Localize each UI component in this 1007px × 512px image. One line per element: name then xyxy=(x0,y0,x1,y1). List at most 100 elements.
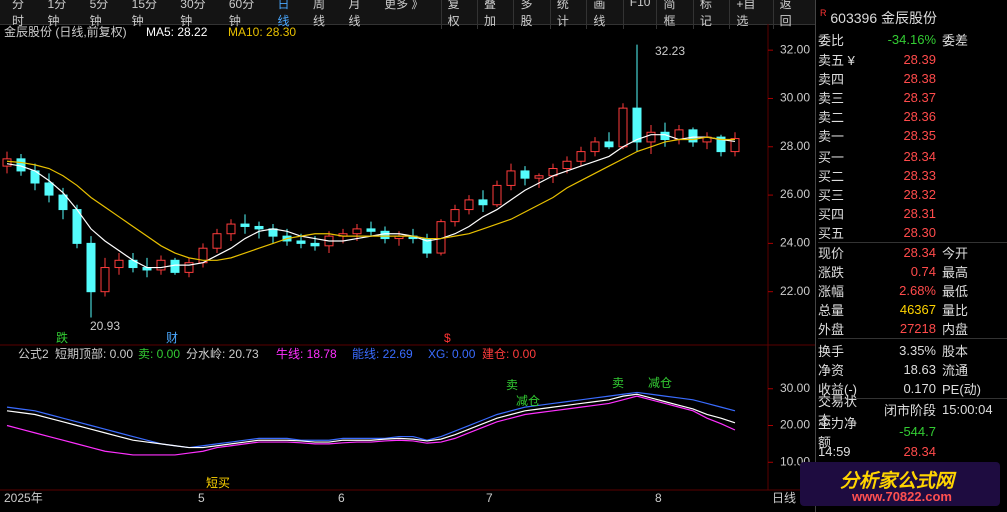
annotation: 财 xyxy=(166,331,178,345)
series-line xyxy=(6,393,736,449)
candle-body xyxy=(86,242,96,293)
tab[interactable]: 5分钟 xyxy=(89,0,109,28)
x-tick-label: 7 xyxy=(486,491,493,505)
tool-button[interactable]: F10 xyxy=(622,0,657,29)
tab[interactable]: 周线 xyxy=(313,0,326,28)
tool-button[interactable]: 复权 xyxy=(440,0,477,29)
code: 603396 金辰股份 xyxy=(830,10,937,26)
x-tick-label: 6 xyxy=(338,491,345,505)
wm-url: www.70822.com xyxy=(852,489,952,504)
label: 净资 xyxy=(818,363,845,378)
value: 28.34 xyxy=(903,149,936,164)
quote-row: 净资 18.63 流通 xyxy=(818,360,1007,379)
tab[interactable]: 分时 xyxy=(12,0,25,28)
legend-entry: 能线: 22.69 xyxy=(352,347,413,361)
y-tick-label: 30.00 xyxy=(780,381,810,395)
label: 最低 xyxy=(942,284,969,299)
value: 28.32 xyxy=(903,187,936,202)
tab[interactable]: 更多 》 xyxy=(384,0,424,11)
quote-row: 买三 28.32 xyxy=(818,185,1007,204)
legend-entry: XG: 0.00 xyxy=(428,347,476,361)
label: 最高 xyxy=(942,265,969,280)
tool-button[interactable]: 返回 xyxy=(772,0,809,29)
tab[interactable]: 15分钟 xyxy=(131,0,158,28)
toolbar: 分时 1分钟 5分钟 15分钟 30分钟 60分钟 日线 周线 月线 更多 》 复权 叠加 多股 统计 画线… xyxy=(0,0,815,29)
candle-body xyxy=(632,107,642,143)
quote-row: 交易状态: 闭市阶段 15:00:04 xyxy=(818,394,1007,428)
chart-title: 金辰股份 (日线,前复权) xyxy=(4,24,127,39)
x-tick-label: 日线 xyxy=(772,491,796,505)
label: 换手 xyxy=(818,344,845,359)
tab[interactable]: 60分钟 xyxy=(228,0,255,28)
y-tick-label: 22.00 xyxy=(780,284,810,298)
tool-button[interactable]: +自选 xyxy=(729,0,772,29)
value: 28.30 xyxy=(903,225,936,240)
tool-button[interactable]: 标记 xyxy=(692,0,729,29)
quote-row: 主力净额 -544.7 xyxy=(818,416,1007,450)
quote-row: 总量 46367 量比 xyxy=(818,300,1007,319)
quote-row: 买五 28.30 xyxy=(818,223,1007,243)
y-tick-label: 20.00 xyxy=(780,418,810,432)
label: 流通 xyxy=(942,363,969,378)
annotation: 跌 xyxy=(56,330,68,345)
label: 买四 xyxy=(818,207,845,222)
label: 卖一 xyxy=(818,129,845,144)
tool-button[interactable]: 统计 xyxy=(549,0,586,29)
value: 28.34 xyxy=(903,444,936,459)
label: 委差 xyxy=(942,33,969,48)
annotation: 短买 xyxy=(206,476,230,490)
value: 2.68% xyxy=(899,283,936,298)
label: 卖四 xyxy=(818,72,845,87)
quote-row: 涨跌 0.74 最高 xyxy=(818,262,1007,281)
quote-row: 买一 28.34 xyxy=(818,147,1007,166)
legend-entry: 卖: 0.00 xyxy=(138,347,180,361)
label: 委比 xyxy=(818,33,845,48)
label: 外盘 xyxy=(818,322,845,337)
candle-body xyxy=(520,170,530,179)
tab[interactable]: 日线 xyxy=(277,0,290,28)
quote-row: 卖二 28.36 xyxy=(818,107,1007,126)
candle-body xyxy=(716,136,726,153)
tool-button[interactable]: 叠加 xyxy=(477,0,513,29)
value: 28.38 xyxy=(903,71,936,86)
quote-row: 卖三 28.37 xyxy=(818,88,1007,107)
tool-button[interactable]: 画线 xyxy=(586,0,622,29)
quote-row: 收益(-) 0.170 PE(动) xyxy=(818,379,1007,399)
tool-button[interactable]: 多股 xyxy=(513,0,549,29)
series-line xyxy=(6,395,736,456)
value: -544.7 xyxy=(899,424,936,439)
candle-body xyxy=(352,228,362,235)
label: 卖五 ¥ xyxy=(818,53,855,68)
tab[interactable]: 30分钟 xyxy=(180,0,206,28)
legend-entry: 分水岭: 20.73 xyxy=(186,347,259,361)
label: 股本 xyxy=(942,344,969,359)
label: 买二 xyxy=(818,169,845,184)
candle-body xyxy=(604,141,614,148)
value: 闭市阶段 xyxy=(883,403,936,418)
candle-body xyxy=(380,230,390,240)
value: 0.74 xyxy=(910,264,936,279)
annotation: 20.93 xyxy=(90,319,120,333)
label: 量比 xyxy=(942,303,969,318)
label: 今开 xyxy=(942,246,969,261)
y-tick-label: 30.00 xyxy=(780,91,810,105)
candle-body xyxy=(618,107,628,148)
candle-body xyxy=(562,160,572,170)
candle-body xyxy=(44,182,54,196)
tab[interactable]: 1分钟 xyxy=(47,0,67,28)
label: 总量 xyxy=(818,303,845,318)
value: 28.34 xyxy=(903,245,936,260)
value: 28.39 xyxy=(903,52,936,67)
x-tick-label: 8 xyxy=(655,491,662,505)
candle-body xyxy=(730,138,740,153)
tool-button[interactable]: 简框 xyxy=(656,0,692,29)
x-tick-label: 2025年 xyxy=(4,491,43,505)
label: 买一 xyxy=(818,150,845,165)
candle-body xyxy=(114,259,124,269)
value: -34.16% xyxy=(887,32,936,47)
value: 46367 xyxy=(899,302,936,317)
candle-body xyxy=(100,267,110,293)
series-line xyxy=(6,391,736,449)
y-tick-label: 32.00 xyxy=(780,42,810,56)
tab[interactable]: 月线 xyxy=(348,0,361,28)
